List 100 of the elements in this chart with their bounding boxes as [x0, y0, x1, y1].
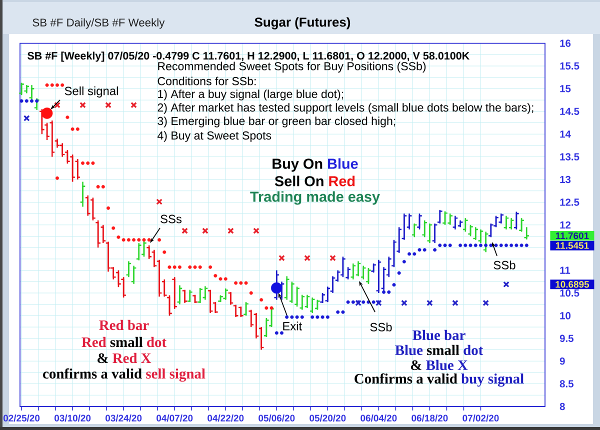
point — [372, 300, 376, 304]
point — [56, 83, 59, 87]
point — [330, 254, 336, 262]
x-tick-label: 05/20/20 — [310, 414, 346, 422]
candlestick — [70, 154, 76, 182]
point — [132, 238, 136, 242]
candlestick — [253, 312, 260, 340]
candlestick — [166, 294, 173, 316]
point — [274, 331, 278, 335]
candlestick — [513, 211, 520, 230]
x-tick-label: 04/22/20 — [208, 414, 244, 422]
point — [56, 176, 59, 180]
point — [438, 244, 442, 248]
point — [41, 108, 53, 119]
candlestick — [28, 84, 35, 101]
candlestick — [130, 265, 137, 285]
annotation: Blue X — [426, 360, 468, 370]
point — [66, 116, 70, 120]
point — [346, 300, 350, 304]
annotation: 1) After a buy signal (large blue dot); — [158, 90, 344, 100]
annotation: Trading made easy — [250, 191, 380, 205]
point — [514, 244, 518, 248]
annotation: confirms a valid — [43, 368, 142, 379]
point — [499, 244, 503, 248]
y-tick-label: 14 — [560, 130, 571, 138]
point — [30, 99, 34, 103]
point — [23, 115, 30, 122]
point — [474, 244, 478, 248]
point — [122, 238, 126, 242]
annotation: Conditions for SSb: — [158, 76, 256, 86]
candlestick — [151, 249, 158, 268]
point — [156, 198, 162, 205]
point — [503, 281, 510, 288]
point — [260, 298, 264, 302]
annotation: sell signal — [146, 368, 206, 382]
candlestick — [197, 287, 204, 304]
annotation: & — [410, 360, 422, 370]
candlestick — [228, 291, 234, 306]
point — [464, 244, 468, 248]
candlestick — [172, 276, 178, 310]
point — [412, 252, 416, 256]
candlestick — [238, 306, 244, 318]
point — [376, 300, 382, 306]
candlestick — [242, 301, 250, 316]
annotation: Red bar — [99, 320, 149, 330]
point — [524, 244, 528, 248]
point — [270, 306, 274, 310]
point — [341, 310, 345, 314]
candlestick — [452, 215, 458, 230]
annotation: Red — [329, 176, 355, 186]
candlestick — [263, 317, 270, 338]
candlestick — [330, 276, 336, 294]
point — [310, 315, 314, 319]
annotation: Buy On — [272, 158, 322, 172]
point — [484, 244, 488, 248]
point — [172, 265, 176, 269]
annotation: Blue — [395, 344, 423, 356]
candlestick — [161, 278, 168, 298]
point — [426, 300, 433, 306]
annotation: SSb — [370, 322, 392, 332]
candlestick — [355, 260, 362, 277]
point — [433, 248, 437, 252]
point — [137, 238, 141, 242]
point — [351, 300, 355, 304]
point — [326, 315, 330, 319]
annotation: Exit — [283, 322, 302, 330]
candlestick — [467, 224, 474, 237]
point — [101, 185, 105, 189]
candlestick — [518, 217, 525, 232]
point — [280, 331, 284, 335]
candlestick — [422, 220, 428, 238]
point — [70, 127, 74, 131]
candlestick — [34, 98, 40, 111]
point — [105, 102, 112, 108]
annotation: SB #F [Weekly] 07/05/20 -0.4799 C 11.7601, H 12.2900, L 11.6801, O 12.2000, V 58.0100K — [28, 52, 470, 62]
candlestick — [432, 222, 438, 244]
candlestick — [90, 197, 96, 222]
x-tick-label: 06/04/20 — [360, 414, 397, 422]
candlestick — [84, 194, 91, 216]
candlestick — [416, 212, 423, 230]
x-tick-label: 03/24/20 — [106, 414, 142, 422]
candlestick — [202, 286, 208, 300]
point — [147, 238, 151, 242]
x-tick-label: 06/18/20 — [412, 414, 448, 422]
point — [510, 244, 514, 248]
candlestick — [268, 306, 275, 328]
point — [489, 244, 493, 248]
point — [86, 161, 90, 165]
y-tick-label: 10 — [560, 312, 571, 320]
y-tick-label: 9.5 — [560, 334, 574, 342]
annotation: small — [427, 344, 460, 356]
annotation: 4) Buy at Sweet Spots — [157, 131, 272, 142]
candlestick — [64, 149, 71, 164]
candlestick — [360, 265, 366, 280]
x-tick-label: 04/07/20 — [156, 414, 193, 422]
candlestick — [126, 260, 132, 278]
candlestick — [401, 212, 408, 241]
point — [418, 248, 422, 252]
annotation: small — [110, 336, 143, 348]
point — [355, 300, 362, 306]
